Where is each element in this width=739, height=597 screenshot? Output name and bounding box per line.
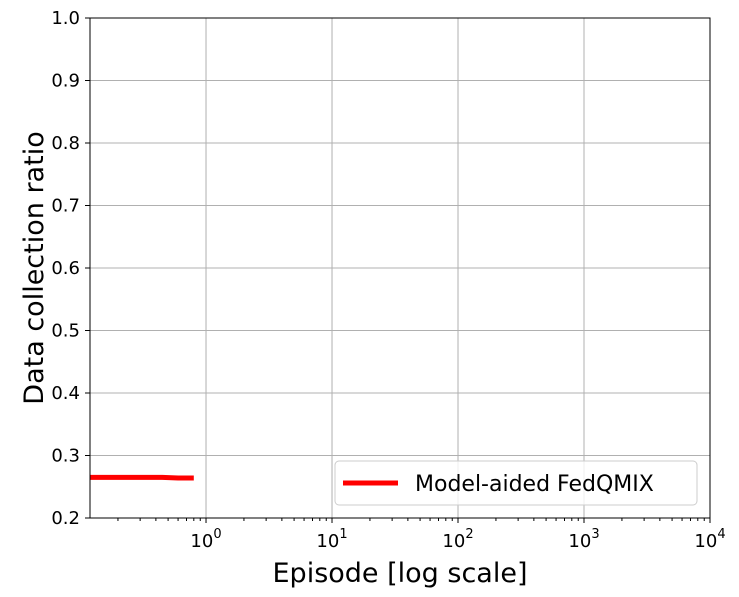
x-tick-exponent: 2 (465, 527, 473, 542)
y-axis: 0.2 0.3 0.4 0.5 0.6 0.7 0.8 0.9 1.0 (51, 8, 90, 529)
y-tick-label: 0.9 (51, 71, 80, 92)
x-tick-base: 10 (190, 531, 213, 552)
x-axis: 100 101 102 103 104 (117, 518, 726, 552)
legend-label: Model-aided FedQMIX (415, 472, 654, 497)
x-tick-label: 103 (568, 527, 599, 552)
y-tick-label: 1.0 (51, 8, 80, 29)
y-axis-title: Data collection ratio (19, 131, 50, 404)
x-tick-base: 10 (568, 531, 591, 552)
y-tick-label: 0.6 (51, 258, 80, 279)
x-tick-exponent: 3 (591, 527, 599, 542)
x-tick-label: 102 (442, 527, 473, 552)
x-tick-label: 100 (190, 527, 221, 552)
grid (90, 18, 710, 518)
series-layer (90, 474, 194, 481)
legend-box (334, 460, 698, 506)
x-tick-base: 10 (694, 531, 717, 552)
x-tick-base: 10 (316, 531, 339, 552)
x-axis-title: Episode [log scale] (273, 558, 528, 589)
x-tick-label: 101 (316, 527, 347, 552)
legend: Model-aided FedQMIX (334, 460, 698, 506)
y-tick-label: 0.5 (51, 321, 80, 342)
y-tick-label: 0.3 (51, 446, 80, 467)
x-tick-exponent: 1 (339, 527, 347, 542)
y-tick-label: 0.2 (51, 508, 80, 529)
series-line (90, 474, 194, 481)
y-tick-label: 0.4 (51, 383, 80, 404)
x-tick-label: 104 (694, 527, 725, 552)
x-tick-base: 10 (442, 531, 465, 552)
x-tick-exponent: 4 (717, 527, 725, 542)
x-tick-exponent: 0 (213, 527, 221, 542)
y-tick-label: 0.7 (51, 196, 80, 217)
y-tick-label: 0.8 (51, 133, 80, 154)
